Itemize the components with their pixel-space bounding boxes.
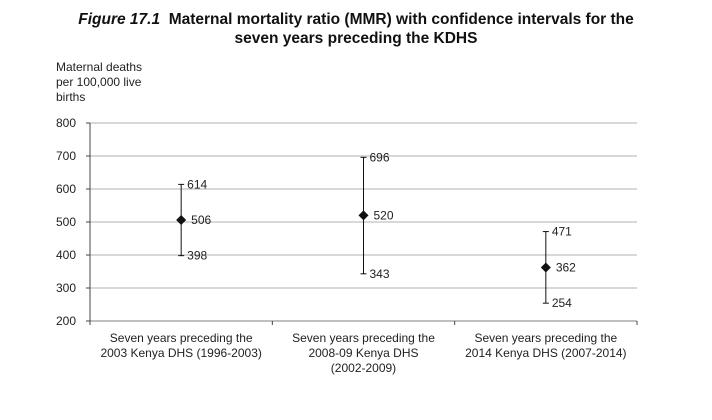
category-label-line: (2002-2009) (331, 361, 396, 375)
upper-value-label: 614 (187, 177, 207, 191)
lower-value-label: 254 (552, 296, 572, 310)
y-tick-label: 300 (56, 281, 76, 295)
chart-title: Figure 17.1 Maternal mortality ratio (MM… (0, 10, 712, 48)
y-tick-label: 700 (56, 149, 76, 163)
y-tick-label: 800 (56, 116, 76, 130)
y-tick-label: 400 (56, 248, 76, 262)
title-text-1: Maternal mortality ratio (MMR) with conf… (168, 11, 634, 28)
error-bars: 614 506 398 696 520 343 471 362 254 (176, 150, 576, 310)
point-marker (540, 262, 551, 273)
category-label-line: Seven years preceding the (474, 331, 617, 345)
y-axis-label: Maternal deaths per 100,000 live births (56, 60, 176, 105)
y-axis-label-line: per 100,000 live (56, 75, 142, 89)
title-line-2: seven years preceding the KDHS (234, 30, 478, 47)
point-marker (358, 210, 369, 221)
y-axis-label-line: births (56, 90, 86, 104)
upper-value-label: 696 (370, 150, 390, 164)
lower-value-label: 343 (370, 267, 390, 281)
point-value-label: 362 (556, 261, 576, 275)
y-tick-label: 500 (56, 215, 76, 229)
title-line-1: Figure 17.1 Maternal mortality ratio (MM… (0, 10, 712, 29)
category-label-line: 2003 Kenya DHS (1996-2003) (100, 346, 261, 360)
category-label-line: Seven years preceding the (292, 331, 435, 345)
y-tick-label: 200 (56, 314, 76, 328)
figure-number: Figure 17.1 (78, 11, 161, 28)
category-label-line: Seven years preceding the (110, 331, 253, 345)
upper-value-label: 471 (552, 225, 572, 239)
point-marker (176, 215, 187, 226)
point-value-label: 506 (191, 213, 211, 227)
y-tick-labels: 200 300 400 500 600 700 800 (56, 116, 76, 328)
category-label-line: 2014 Kenya DHS (2007-2014) (465, 346, 626, 360)
lower-value-label: 398 (187, 249, 207, 263)
y-axis-label-line: Maternal deaths (56, 60, 143, 74)
y-tick-label: 600 (56, 182, 76, 196)
point-value-label: 520 (374, 208, 394, 222)
category-label-line: 2008-09 Kenya DHS (308, 346, 418, 360)
